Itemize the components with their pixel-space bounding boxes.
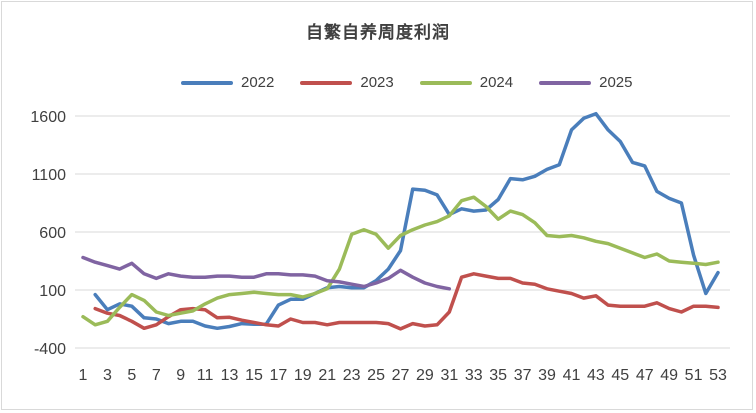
x-tick-label: 15 — [245, 367, 263, 384]
x-tick-label: 41 — [563, 367, 581, 384]
legend-item-2024: 2024 — [419, 74, 514, 91]
x-tick-label: 1 — [79, 367, 88, 384]
x-tick-label: 47 — [636, 367, 654, 384]
legend-item-2023: 2023 — [300, 74, 394, 91]
x-tick-label: 3 — [103, 367, 112, 384]
y-tick-label: 1100 — [32, 167, 67, 184]
x-tick-label: 53 — [709, 367, 727, 384]
series-lines — [81, 111, 720, 331]
x-tick-label: 7 — [152, 367, 161, 384]
x-tick-label: 21 — [318, 367, 336, 384]
x-tick-label: 39 — [538, 367, 556, 384]
x-tick-label: 25 — [367, 367, 385, 384]
x-tick-label: 9 — [176, 367, 185, 384]
x-tick-label: 35 — [489, 367, 507, 384]
legend-item-2022: 2022 — [181, 74, 274, 91]
x-tick-label: 23 — [343, 367, 361, 384]
x-tick-label: 33 — [465, 367, 483, 384]
x-tick-label: 11 — [197, 367, 214, 384]
x-tick-label: 49 — [660, 367, 678, 384]
legend-label-2024: 2024 — [479, 74, 514, 91]
series-line-2025 — [81, 255, 452, 291]
x-tick-label: 17 — [269, 367, 287, 384]
x-tick-label: 19 — [294, 367, 312, 384]
x-tick-label: 5 — [127, 367, 136, 384]
x-axis-ticks: 1 3 5 7 9 11 13 15 17 19 21 23 25 27 29 31 33 35 37 39 41 43 4… — [79, 367, 727, 384]
x-tick-label: 13 — [221, 367, 239, 384]
y-axis-ticks: -400 100 600 1100 1600 — [30, 109, 66, 358]
legend-swatch-2024 — [419, 80, 472, 85]
x-tick-label: 29 — [416, 367, 434, 384]
chart-legend: 2022 2023 2024 2025 — [181, 74, 659, 91]
x-tick-label: 27 — [392, 367, 410, 384]
x-tick-label: 37 — [514, 367, 532, 384]
legend-swatch-2022 — [181, 80, 233, 85]
x-tick-label: 45 — [611, 367, 629, 384]
legend-label-2023: 2023 — [360, 74, 394, 91]
y-tick-label: 600 — [39, 225, 66, 242]
y-tick-label: -400 — [34, 341, 66, 358]
legend-label-2022: 2022 — [241, 74, 275, 91]
legend-swatch-2025 — [539, 80, 592, 85]
series-line-2024 — [81, 195, 720, 327]
legend-label-2025: 2025 — [599, 74, 633, 91]
series-line-2022 — [93, 111, 720, 331]
x-tick-label: 31 — [440, 367, 458, 384]
legend-swatch-2023 — [300, 80, 353, 85]
y-tick-label: 1600 — [30, 109, 66, 126]
legend-item-2025: 2025 — [539, 74, 633, 91]
x-tick-label: 43 — [587, 367, 605, 384]
y-tick-label: 100 — [39, 283, 66, 300]
x-tick-label: 51 — [685, 367, 703, 384]
chart-title: 自繁自养周度利润 — [306, 23, 450, 43]
